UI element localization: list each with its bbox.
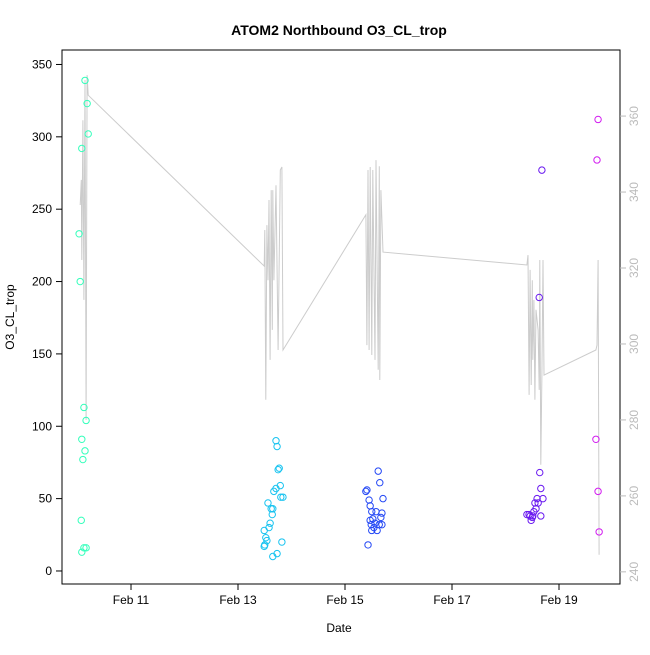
y-tick-label: 250	[32, 202, 52, 216]
data-point	[83, 99, 91, 108]
data-point	[537, 484, 545, 493]
data-point	[536, 468, 544, 477]
data-point	[593, 156, 601, 164]
data-point	[273, 442, 281, 451]
data-point	[378, 509, 386, 517]
x-tick-label: Feb 17	[433, 593, 471, 607]
data-point	[81, 447, 89, 455]
data-point	[274, 465, 282, 474]
y-axis-label: O3_CL_trop	[3, 284, 17, 350]
data-point	[264, 499, 272, 507]
data-point	[533, 494, 541, 503]
y2-tick-label: 300	[627, 334, 641, 354]
data-point	[276, 481, 284, 490]
data-point	[278, 538, 286, 546]
data-point	[371, 519, 379, 527]
x-tick-label: Feb 13	[219, 593, 257, 607]
data-point	[80, 544, 88, 552]
x-tick-label: Feb 11	[113, 593, 150, 607]
plot-frame	[61, 49, 621, 585]
data-point	[78, 435, 86, 443]
data-point	[265, 523, 273, 532]
y-tick-label: 50	[39, 492, 53, 506]
data-point	[594, 487, 602, 496]
data-line	[79, 75, 600, 555]
data-point	[372, 507, 380, 516]
data-point	[373, 526, 381, 535]
x-axis-label: Date	[326, 621, 352, 635]
y-tick-label: 350	[32, 57, 52, 71]
data-point	[379, 494, 387, 503]
data-point	[82, 544, 90, 552]
data-point	[269, 505, 277, 513]
data-point	[84, 130, 92, 138]
data-point	[376, 478, 384, 487]
data-point	[526, 512, 534, 520]
data-point	[269, 552, 277, 561]
data-point	[539, 494, 547, 503]
data-point	[377, 513, 385, 522]
y2-tick-label: 360	[627, 106, 641, 126]
data-point	[275, 464, 283, 472]
data-point	[277, 493, 285, 501]
data-point	[279, 493, 287, 501]
y2-tick-label: 340	[627, 182, 641, 202]
data-point	[363, 486, 371, 494]
data-point	[364, 541, 372, 549]
data-point	[268, 510, 276, 519]
data-point	[527, 516, 535, 525]
data-point	[82, 416, 90, 425]
data-point	[80, 403, 88, 412]
y-tick-label: 200	[32, 275, 52, 289]
data-point	[266, 519, 274, 527]
data-point	[368, 526, 376, 535]
y-tick-label: 0	[45, 564, 52, 578]
data-point	[594, 115, 602, 124]
data-point	[362, 487, 370, 496]
y2-tick-label: 240	[627, 562, 641, 582]
data-point	[79, 455, 87, 464]
y-tick-label: 150	[32, 347, 52, 361]
data-point	[75, 230, 83, 238]
data-point	[374, 467, 382, 475]
y-tick-label: 300	[32, 130, 52, 144]
y2-tick-label: 320	[627, 258, 641, 278]
data-point	[260, 526, 268, 535]
x-tick-label: Feb 19	[540, 593, 578, 607]
data-point	[78, 144, 86, 153]
data-point	[368, 507, 376, 516]
x-tick-label: Feb 15	[326, 593, 364, 607]
data-point	[78, 548, 86, 556]
y2-tick-label: 280	[627, 410, 641, 430]
data-point	[535, 293, 543, 302]
data-point	[365, 496, 373, 504]
data-point	[81, 76, 89, 85]
y2-tick-label: 260	[627, 486, 641, 506]
chart-title: ATOM2 Northbound O3_CL_trop	[231, 22, 447, 38]
data-point	[263, 536, 271, 545]
data-point	[270, 487, 278, 496]
y-tick-label: 100	[32, 419, 52, 433]
data-point	[260, 542, 268, 551]
data-point	[272, 437, 280, 445]
data-point	[537, 512, 545, 520]
data-point	[77, 516, 85, 525]
data-point	[378, 520, 386, 529]
data-point	[76, 277, 84, 286]
data-point	[538, 166, 546, 174]
data-point	[592, 435, 600, 443]
data-point	[595, 528, 603, 536]
